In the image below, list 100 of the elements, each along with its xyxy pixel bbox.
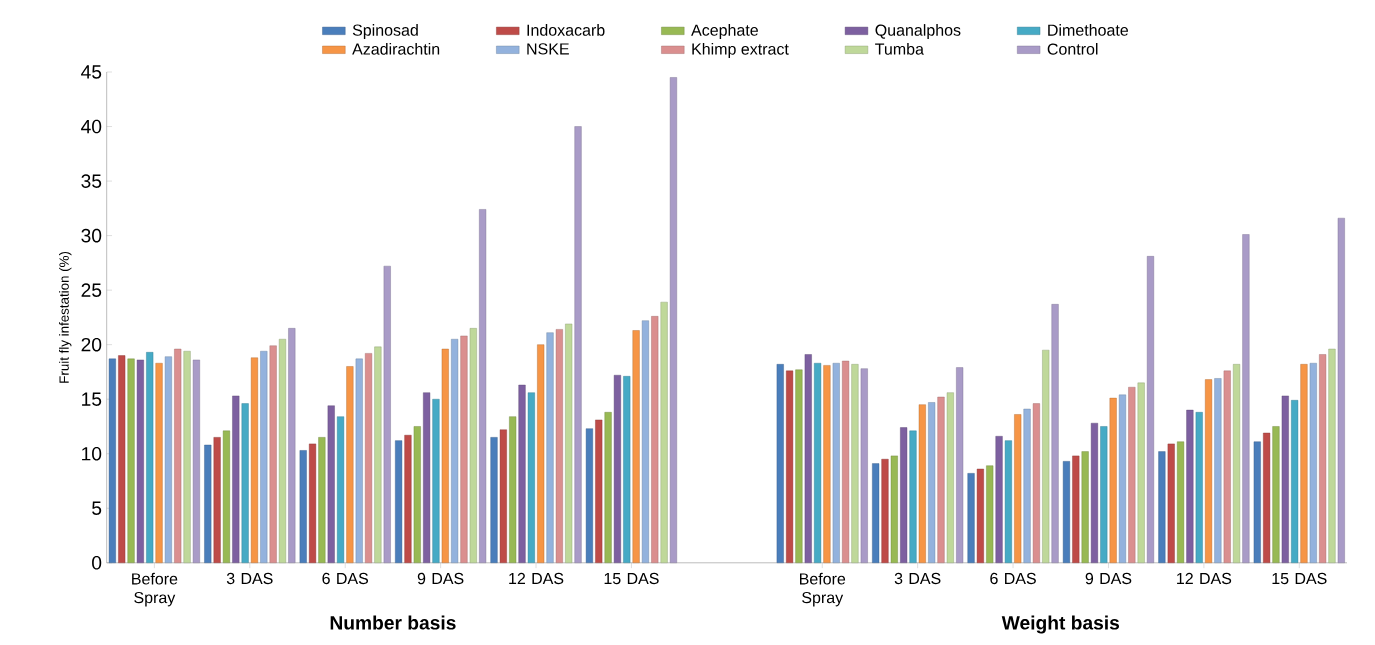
bar xyxy=(1167,443,1175,563)
bar xyxy=(860,368,868,563)
bar xyxy=(241,403,249,563)
legend-label: Spinosad xyxy=(352,23,418,39)
legend-label: Quanalphos xyxy=(875,23,961,39)
bar xyxy=(146,351,154,563)
x-tick-label: 15 DAS xyxy=(604,572,659,584)
bar xyxy=(1300,363,1308,563)
bar xyxy=(451,338,459,563)
bar xyxy=(383,265,391,563)
bar xyxy=(509,416,517,563)
bar xyxy=(842,360,850,563)
bar xyxy=(1319,354,1327,563)
bar xyxy=(1186,409,1194,563)
bar xyxy=(546,332,554,563)
bar xyxy=(986,465,994,563)
bar xyxy=(1004,440,1012,563)
x-tick-label: 6 DAS xyxy=(990,572,1036,584)
bar xyxy=(937,396,945,563)
y-tick-label: 30 xyxy=(81,228,102,243)
bar xyxy=(337,416,345,563)
bar xyxy=(804,354,812,563)
bar xyxy=(565,323,573,563)
bar xyxy=(183,350,191,563)
bar xyxy=(423,392,431,563)
bar xyxy=(814,362,822,563)
bar xyxy=(1051,303,1059,563)
bar xyxy=(1090,422,1099,563)
bar xyxy=(555,328,563,563)
bar xyxy=(490,436,498,563)
bar xyxy=(174,348,182,563)
y-tick-label: 0 xyxy=(92,555,102,570)
bar xyxy=(404,434,412,563)
bar xyxy=(155,362,163,563)
bar xyxy=(795,369,803,563)
bar xyxy=(881,458,889,563)
bar xyxy=(1233,363,1241,563)
bar xyxy=(1214,378,1222,563)
bar xyxy=(613,374,621,563)
x-tick-label: 9 DAS xyxy=(1085,572,1132,584)
bar xyxy=(432,398,440,563)
bar xyxy=(136,359,144,563)
bar xyxy=(1242,234,1250,563)
bar xyxy=(900,427,908,563)
bar xyxy=(250,357,259,563)
bar xyxy=(1309,362,1317,563)
bar xyxy=(299,450,307,563)
bar xyxy=(527,392,535,563)
y-tick-label: 45 xyxy=(81,65,102,79)
bar xyxy=(108,358,116,563)
bar xyxy=(499,429,507,563)
bar xyxy=(1137,382,1145,563)
bar xyxy=(1281,395,1289,563)
legend-label: Khimp extract xyxy=(692,42,789,58)
bar xyxy=(890,455,898,563)
bar xyxy=(632,330,640,563)
bar xyxy=(1100,426,1108,563)
bar xyxy=(786,370,794,563)
bar xyxy=(574,126,582,563)
bar xyxy=(1328,348,1336,563)
bar xyxy=(413,426,421,563)
bar xyxy=(1223,370,1231,563)
bar xyxy=(537,344,545,563)
bar xyxy=(127,358,135,563)
bar xyxy=(776,363,784,563)
x-tick-label: 12 DAS xyxy=(1177,572,1232,584)
y-tick-label: 35 xyxy=(81,174,102,188)
bar xyxy=(355,358,363,563)
bar xyxy=(192,359,200,563)
legend-label: Acephate xyxy=(691,23,758,39)
bar xyxy=(327,405,335,563)
bar xyxy=(660,301,668,563)
bar xyxy=(374,346,382,563)
x-tick-label: 12 DAS xyxy=(509,572,564,584)
bar xyxy=(469,327,477,563)
bar xyxy=(365,352,373,563)
x-tick-label: 6 DAS xyxy=(322,572,369,584)
bar xyxy=(995,435,1003,563)
bar xyxy=(909,430,917,563)
x-tick-label: 9 DAS xyxy=(417,572,464,584)
legend-label: Indoxacarb xyxy=(527,23,605,36)
bar xyxy=(260,350,268,563)
bar xyxy=(232,395,240,563)
bar xyxy=(318,436,326,563)
legend-label: Dimethoate xyxy=(1048,23,1129,36)
bar xyxy=(823,364,831,563)
bar xyxy=(1205,379,1213,563)
bar xyxy=(518,384,526,563)
bar xyxy=(832,362,840,563)
bar xyxy=(928,402,936,563)
text: Number basis xyxy=(330,615,456,630)
legend-label: NSKE xyxy=(527,42,569,55)
bar xyxy=(669,77,677,563)
bar xyxy=(1253,441,1261,563)
legend-label: Tumba xyxy=(875,42,924,55)
bar xyxy=(1109,397,1117,563)
bar xyxy=(918,404,926,563)
bar xyxy=(278,338,287,563)
bar xyxy=(1062,460,1070,563)
bar xyxy=(1146,255,1155,563)
